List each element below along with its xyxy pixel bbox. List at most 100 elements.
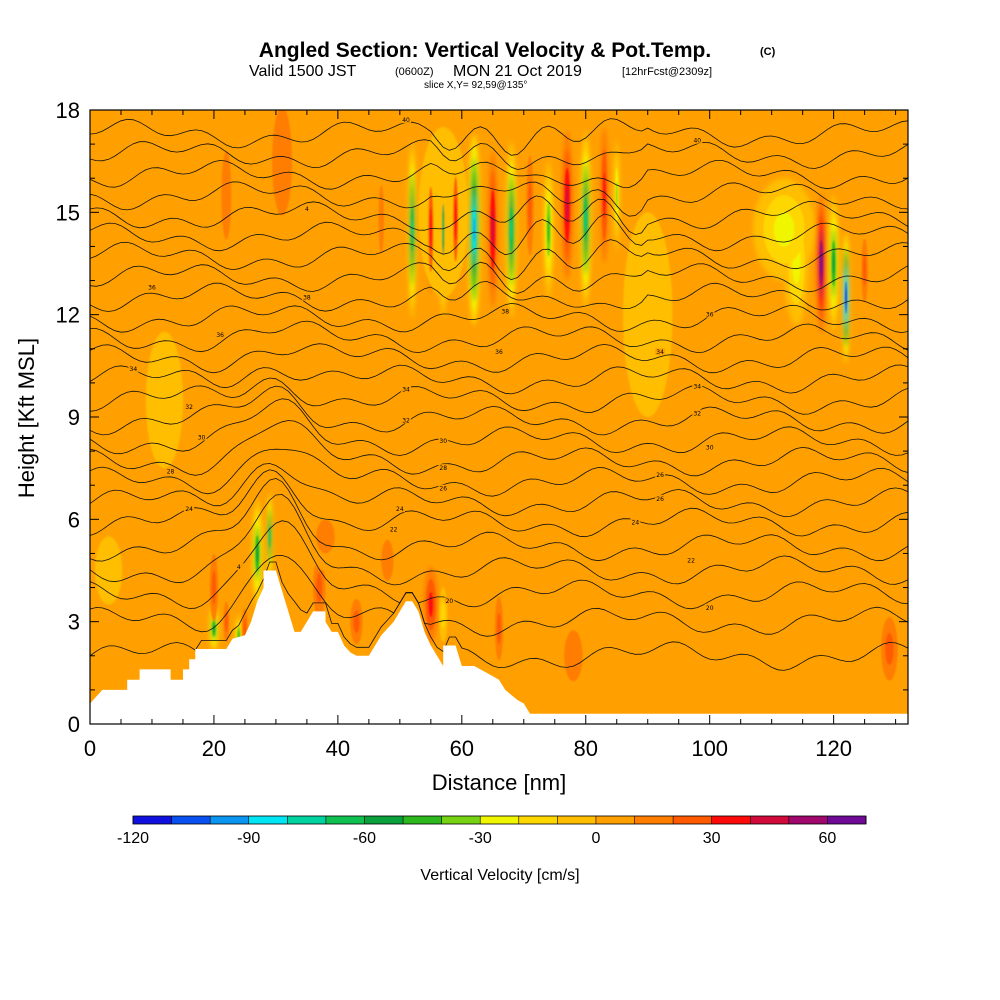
velocity-cell — [381, 539, 394, 581]
colorbar-swatch — [364, 816, 404, 824]
velocity-cell — [221, 150, 232, 240]
y-tick-label: 9 — [68, 405, 80, 430]
contour-label-bg — [438, 464, 449, 472]
y-tick-label: 12 — [56, 303, 80, 328]
pot-temp-contour — [90, 320, 908, 354]
contour-label: 36 — [148, 284, 156, 291]
x-tick-label: 40 — [326, 736, 350, 761]
colorbar-swatch — [171, 816, 211, 824]
contour-label: 24 — [185, 506, 193, 513]
title-block: Angled Section: Vertical Velocity & Pot.… — [249, 39, 776, 91]
colorbar-tick-label: -30 — [469, 830, 492, 847]
contour-label-bg — [165, 467, 176, 475]
velocity-cell — [353, 610, 360, 634]
pot-temp-contour-labels: 40 40 4 36 38 38 36 36 36 34 34 34 34 32 32 32 30 30 30 28 2… — [128, 116, 715, 612]
pot-temp-contour — [90, 520, 908, 610]
contour-label-bg — [686, 556, 697, 564]
pot-temp-contour — [90, 448, 908, 497]
contour-label-bg — [655, 348, 666, 356]
velocity-cell — [564, 630, 583, 682]
contour-label: 26 — [656, 496, 664, 503]
velocity-cell — [585, 208, 587, 231]
contour-label: 30 — [706, 445, 714, 452]
contour-label: 40 — [693, 138, 701, 145]
contour-label: 38 — [303, 295, 311, 302]
contour-label: 36 — [216, 332, 224, 339]
x-tick-label: 60 — [450, 736, 474, 761]
contour-label: 4 — [305, 206, 309, 213]
pot-temp-contour — [90, 239, 908, 281]
contour-label-bg — [184, 505, 195, 513]
valid-date: MON 21 Oct 2019 — [453, 63, 582, 80]
contour-label: 32 — [402, 417, 410, 424]
contour-label: 22 — [390, 527, 398, 534]
contour-label-bg — [401, 385, 412, 393]
y-tick-label: 18 — [56, 98, 80, 123]
forecast-info: [12hrFcst@2309z] — [622, 66, 712, 78]
colorbar-swatch — [827, 816, 867, 824]
colorbar-swatch — [634, 816, 674, 824]
velocity-cell — [885, 633, 894, 665]
contour-label: 24 — [396, 506, 404, 513]
colorbar-swatch — [210, 816, 250, 824]
contour-label: 24 — [632, 520, 640, 527]
contour-label-bg — [704, 604, 715, 612]
velocity-cell — [765, 570, 840, 673]
x-tick-label: 100 — [691, 736, 728, 761]
velocity-cell — [547, 215, 550, 244]
velocity-cell — [602, 172, 606, 219]
velocity-cell — [442, 216, 444, 243]
contour-label-bg — [394, 505, 405, 513]
velocity-cell — [272, 110, 293, 216]
velocity-cell — [256, 544, 259, 563]
x-axis-label: Distance [nm] — [432, 770, 567, 795]
velocity-cell — [269, 530, 271, 542]
velocity-cell — [145, 331, 183, 469]
velocity-cell — [316, 572, 323, 603]
x-tick-label: 20 — [202, 736, 226, 761]
contour-label: 34 — [693, 383, 701, 390]
contour-label: 28 — [167, 469, 175, 476]
colorbar-swatch — [750, 816, 790, 824]
pot-temp-contour — [90, 463, 908, 518]
pot-temp-contour — [90, 343, 908, 374]
contour-label-bg — [146, 283, 157, 291]
contour-label-bg — [128, 365, 139, 373]
pot-temp-contour — [90, 139, 908, 170]
pot-temp-contour — [90, 213, 908, 256]
colorbar-swatch — [325, 816, 365, 824]
contour-label-bg — [494, 348, 504, 356]
contour-label-bg — [438, 436, 449, 444]
velocity-cell — [615, 181, 618, 209]
contour-label: 40 — [402, 117, 410, 124]
contour-label-bg — [196, 433, 207, 441]
pot-temp-contour — [90, 195, 908, 236]
pot-temp-contours — [90, 118, 908, 671]
contour-label-bg — [215, 331, 226, 339]
slice-info: slice X,Y= 92,59@135° — [424, 80, 527, 91]
colorbar-swatch — [518, 816, 558, 824]
colorbar-swatch — [673, 816, 713, 824]
colorbar-swatch — [480, 816, 520, 824]
colorbar-label: Vertical Velocity [cm/s] — [420, 867, 579, 884]
velocity-cell — [528, 180, 532, 231]
contour-label: 20 — [446, 598, 454, 605]
contour-label: 28 — [439, 465, 447, 472]
pot-temp-contour — [90, 554, 908, 637]
y-tick-label: 15 — [56, 200, 80, 225]
colorbar-tick-label: -60 — [353, 830, 376, 847]
velocity-cell — [862, 254, 867, 287]
velocity-cell — [411, 218, 413, 241]
colorbar-tick-label: 60 — [819, 830, 837, 847]
velocity-cell — [773, 212, 795, 247]
pot-temp-contour — [90, 181, 908, 217]
terrain — [90, 570, 908, 724]
colorbar-tick-label: -120 — [117, 830, 149, 847]
velocity-cell — [378, 185, 385, 254]
colorbar-swatch — [441, 816, 481, 824]
x-axis-ticks: 0 20 40 60 80 100 120 — [84, 110, 897, 761]
contour-label-bg — [692, 382, 703, 390]
velocity-cell — [473, 217, 475, 242]
